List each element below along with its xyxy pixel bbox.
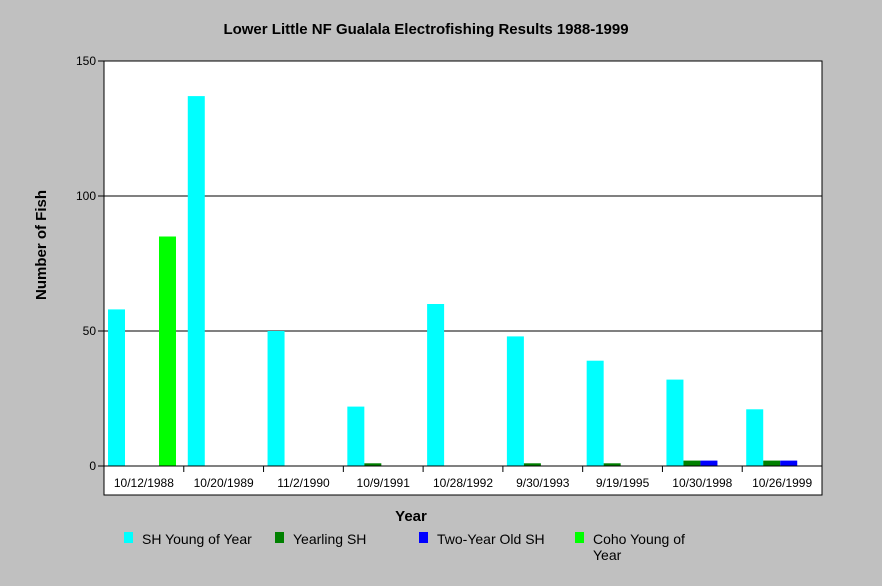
legend: SH Young of Year Yearling SH Two-Year Old … (124, 531, 685, 563)
y-tick-label-150: 150 (76, 54, 96, 68)
y-tick-label-50: 50 (83, 324, 97, 338)
legend-label-yearling-sh: Yearling SH (293, 531, 366, 547)
bar-yearling-sh-7 (683, 460, 701, 466)
bar-two-year-old-sh-7 (700, 460, 718, 466)
bar-two-year-old-sh-8 (780, 460, 798, 466)
bar-sh-young-of-year-8 (746, 409, 764, 466)
bar-yearling-sh-6 (603, 463, 621, 466)
x-tick-label: 10/9/1991 (357, 476, 411, 490)
x-tick-label: 9/19/1995 (596, 476, 650, 490)
gridlines (104, 60, 822, 332)
y-axis-label: Number of Fish (33, 190, 50, 300)
legend-swatch-sh-young-of-year (124, 532, 133, 543)
x-tick-labels: 10/12/1988 10/20/1989 11/2/1990 10/9/1991 10… (103, 466, 823, 490)
x-tick-label: 10/12/1988 (114, 476, 174, 490)
bars (108, 96, 798, 466)
x-tick-label: 10/30/1998 (672, 476, 732, 490)
chart-title: Lower Little NF Gualala Electrofishing R… (223, 21, 628, 38)
legend-label-two-year-old-sh: Two-Year Old SH (437, 531, 545, 547)
x-tick-label: 9/30/1993 (516, 476, 570, 490)
bar-yearling-sh-8 (763, 460, 781, 466)
y-tick-label-100: 100 (76, 189, 96, 203)
bar-sh-young-of-year-0 (108, 309, 125, 466)
bar-sh-young-of-year-6 (586, 360, 604, 466)
legend-swatch-yearling-sh (275, 532, 284, 543)
x-tick-label: 10/20/1989 (194, 476, 254, 490)
x-axis-label: Year (395, 508, 427, 525)
bar-sh-young-of-year-4 (427, 304, 445, 466)
bar-sh-young-of-year-5 (506, 336, 524, 466)
x-tick-label: 11/2/1990 (277, 476, 330, 490)
x-tick-label: 10/26/1999 (752, 476, 812, 490)
y-tick-label-0: 0 (89, 459, 96, 473)
bar-sh-young-of-year-2 (267, 331, 285, 466)
bar-sh-young-of-year-3 (347, 406, 365, 466)
bar-coho-young-of-year-0 (159, 236, 176, 466)
legend-label-sh-young-of-year: SH Young of Year (142, 531, 252, 547)
bar-yearling-sh-5 (523, 463, 541, 466)
y-tick-labels: 0 50 100 150 (76, 54, 104, 473)
legend-label-coho-young-of-year: Coho Young of Year (593, 531, 685, 563)
x-tick-label: 10/28/1992 (433, 476, 493, 490)
legend-swatch-coho-young-of-year (575, 532, 584, 543)
bar-yearling-sh-3 (364, 463, 382, 466)
plot-frame (103, 60, 823, 496)
bar-sh-young-of-year-7 (666, 379, 684, 466)
bar-sh-young-of-year-1 (187, 96, 205, 466)
legend-swatch-two-year-old-sh (419, 532, 428, 543)
